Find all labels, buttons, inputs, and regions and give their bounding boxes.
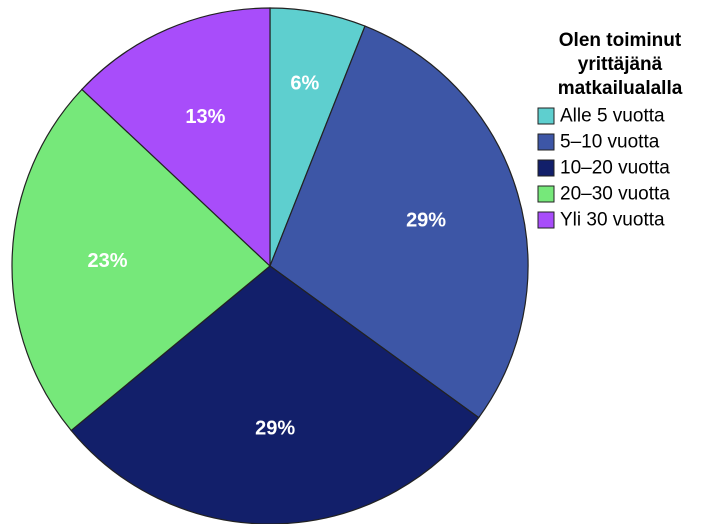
pie-slice-5 [81, 7, 271, 268]
pie-slice-label-1: 6% [290, 73, 319, 95]
legend-label-4: 20–30 vuotta [560, 184, 670, 205]
legend-title-line-2: yrittäjänä [578, 54, 663, 75]
legend-swatch-4 [537, 185, 555, 203]
legend: Olen toiminut yrittäjänä matkailualalla … [537, 30, 683, 231]
pie-slice-labels: 6% 29% 29% 23% 13% [88, 73, 447, 440]
legend-title-line-3: matkailualalla [558, 78, 683, 99]
legend-label-5: Yli 30 vuotta [560, 210, 665, 231]
pie-slice-4 [11, 88, 271, 432]
legend-swatch-2 [537, 133, 555, 151]
legend-title-line-1: Olen toiminut [559, 30, 682, 51]
legend-swatch-3 [537, 159, 555, 177]
pie-slice-label-5: 13% [185, 106, 225, 128]
legend-label-1: Alle 5 vuotta [560, 106, 665, 127]
legend-swatch-5 [537, 211, 555, 229]
legend-label-2: 5–10 vuotta [560, 132, 660, 153]
legend-label-3: 10–20 vuotta [560, 158, 670, 179]
pie-slice-label-4: 23% [88, 250, 128, 272]
legend-items: Alle 5 vuotta 5–10 vuotta 10–20 vuotta 20–3… [537, 106, 670, 231]
pie-slice-label-2: 29% [406, 210, 446, 232]
legend-swatch-1 [537, 107, 555, 125]
pie-slices [11, 7, 529, 524]
pie-slice-label-3: 29% [255, 417, 295, 439]
pie-slice-2 [269, 25, 529, 419]
